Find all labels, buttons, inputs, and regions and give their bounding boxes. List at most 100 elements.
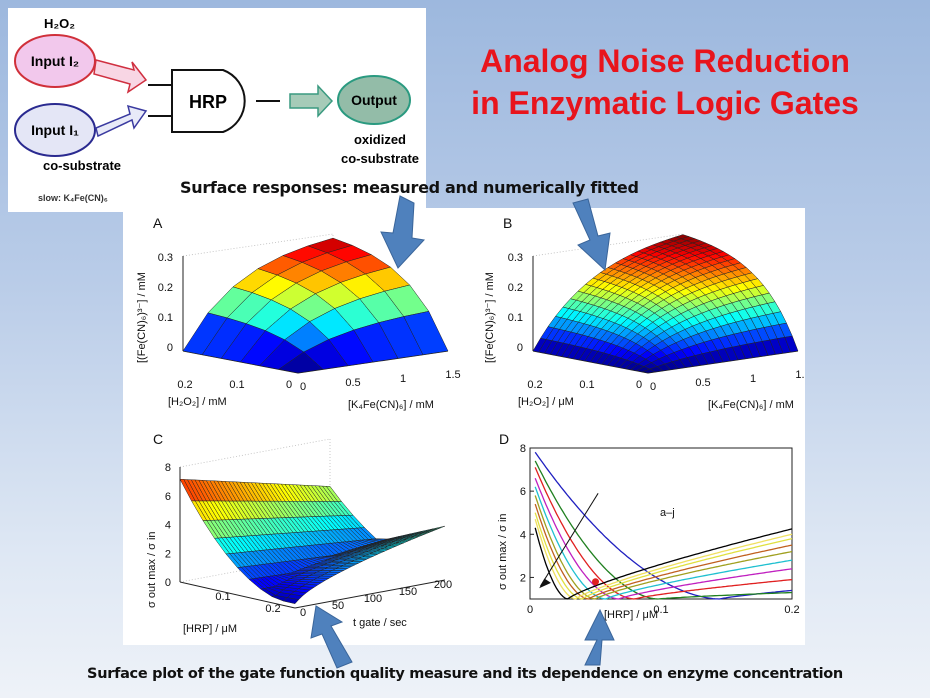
input1-ellipse <box>14 103 96 157</box>
tick-label: 0 <box>165 577 171 589</box>
panel-a <box>182 233 449 374</box>
surface-patch <box>429 525 446 531</box>
series-line <box>534 486 793 600</box>
panel-c <box>179 438 446 609</box>
tick-label: 0 <box>167 342 173 354</box>
tick-label: 0.3 <box>158 252 173 264</box>
panel-a-ylabel: [K₄Fe(CN)₆] / mM <box>348 399 434 411</box>
grid-line <box>182 233 334 257</box>
input2-ellipse <box>14 34 96 88</box>
panel-a-zlabel: [(Fe(CN)₆)³⁻] / mM <box>136 272 148 363</box>
panel-d-ylabel: σ out max / σ in <box>497 513 509 590</box>
tick-label: 0.2 <box>508 282 523 294</box>
tick-label: 150 <box>399 586 417 598</box>
tick-label: 8 <box>165 462 171 474</box>
panel-c-xlabel: [HRP] / μM <box>183 623 237 635</box>
tick-label: 0.1 <box>158 312 173 324</box>
output-label: Output <box>351 92 397 108</box>
tick-label: 0.2 <box>527 379 542 391</box>
tick-label: 4 <box>165 520 171 532</box>
tick-label: 0.1 <box>508 312 523 324</box>
tick-label: 0 <box>300 607 306 619</box>
input2-label: Input I₂ <box>31 53 79 69</box>
tick-label: 4 <box>520 529 526 541</box>
tick-label: 0 <box>300 381 306 393</box>
tick-label: 0.2 <box>265 603 280 615</box>
slow-label: slow: K₄Fe(CN)₆ <box>38 193 108 203</box>
tick-label: 0.1 <box>653 604 668 616</box>
panel-a-xlabel: [H₂O₂] / mM <box>168 396 227 408</box>
panel-a-label: A <box>153 215 163 231</box>
series-line <box>534 519 793 600</box>
cosubstrate-label: co-substrate <box>43 158 121 173</box>
tick-label: 200 <box>434 579 452 591</box>
series-line <box>534 451 793 600</box>
tick-label: 0 <box>636 379 642 391</box>
tick-label: 6 <box>165 491 171 503</box>
tick-label: 0.1 <box>229 379 244 391</box>
annotation-arrowhead-icon <box>539 578 551 589</box>
tick-label: 0.1 <box>215 591 230 603</box>
series-line <box>534 460 793 600</box>
tick-label: 0.3 <box>508 252 523 264</box>
tick-label: 1.5 <box>795 369 805 381</box>
tick-label: 0.2 <box>784 604 799 616</box>
input1-arrow-icon <box>95 104 148 138</box>
tick-label: 2 <box>165 548 171 560</box>
series-line <box>534 512 793 600</box>
output-ellipse <box>337 75 411 125</box>
title-line-1: Analog Noise Reduction <box>480 43 850 79</box>
tick-label: 100 <box>364 593 382 605</box>
and-gate-icon <box>148 69 280 133</box>
title-line-2: in Enzymatic Logic Gates <box>471 85 859 121</box>
panel-d <box>529 447 793 600</box>
panel-b-xlabel: [H₂O₂] / μM <box>518 396 574 408</box>
series-line <box>534 495 793 600</box>
highlight-point <box>592 578 599 586</box>
slide-title: Analog Noise Reduction in Enzymatic Logi… <box>430 40 900 124</box>
grid-line <box>179 438 331 468</box>
panel-c-ylabel: t gate / sec <box>353 617 407 629</box>
figure-panel: A B C D [(Fe(CN)₆)³⁻] / mM [(Fe(CN)₆)³⁻]… <box>123 208 811 645</box>
tick-label: 0 <box>286 379 292 391</box>
gate-label: HRP <box>189 92 227 112</box>
slide-caption: Surface plot of the gate function qualit… <box>87 666 843 682</box>
gate-diagram-svg: H₂O₂ Input I₂ Input I₁ co-substrate slow… <box>14 16 419 203</box>
panel-b-ylabel: [K₄Fe(CN)₆] / mM <box>708 399 794 411</box>
surface-patch <box>784 335 799 353</box>
tick-label: 0.2 <box>158 282 173 294</box>
and-gate-diagram: H₂O₂ Input I₂ Input I₁ co-substrate slow… <box>8 8 426 212</box>
tick-label: 1 <box>750 373 756 385</box>
figure-svg: A B C D [(Fe(CN)₆)³⁻] / mM [(Fe(CN)₆)³⁻]… <box>136 215 811 635</box>
annotation-arrow <box>540 493 599 587</box>
tick-label: 8 <box>520 443 526 455</box>
series-line <box>534 477 793 600</box>
panel-c-zlabel: σ out max / σ in <box>146 531 158 608</box>
tick-label: 0 <box>517 342 523 354</box>
panel-b <box>532 233 799 374</box>
panel-c-label: C <box>153 431 163 447</box>
tick-label: 50 <box>332 600 344 612</box>
tick-label: 0 <box>527 604 533 616</box>
panel-d-label: D <box>499 431 509 447</box>
surface-patch <box>403 311 449 355</box>
slide-subtitle: Surface responses: measured and numerica… <box>180 178 639 197</box>
tick-label: 1.5 <box>445 369 460 381</box>
tick-label: 1 <box>400 373 406 385</box>
series-line <box>534 467 793 600</box>
panel-b-label: B <box>503 215 512 231</box>
tick-label: 0.1 <box>579 379 594 391</box>
panel-d-xlabel: [HRP] / μM <box>604 609 658 621</box>
panel-b-zlabel: [(Fe(CN)₆)³⁻] / mM <box>484 272 496 363</box>
output-note2: co-substrate <box>341 151 419 166</box>
output-arrow-icon <box>289 84 334 118</box>
axis-line <box>179 581 296 609</box>
tick-label: 0.2 <box>177 379 192 391</box>
input2-arrow-icon <box>93 59 148 94</box>
output-note1: oxidized <box>354 132 406 147</box>
tick-label: 0.5 <box>345 377 360 389</box>
tick-label: 2 <box>520 572 526 584</box>
h2o2-label: H₂O₂ <box>44 16 75 31</box>
input1-label: Input I₁ <box>31 122 79 138</box>
axis-line <box>294 579 446 609</box>
